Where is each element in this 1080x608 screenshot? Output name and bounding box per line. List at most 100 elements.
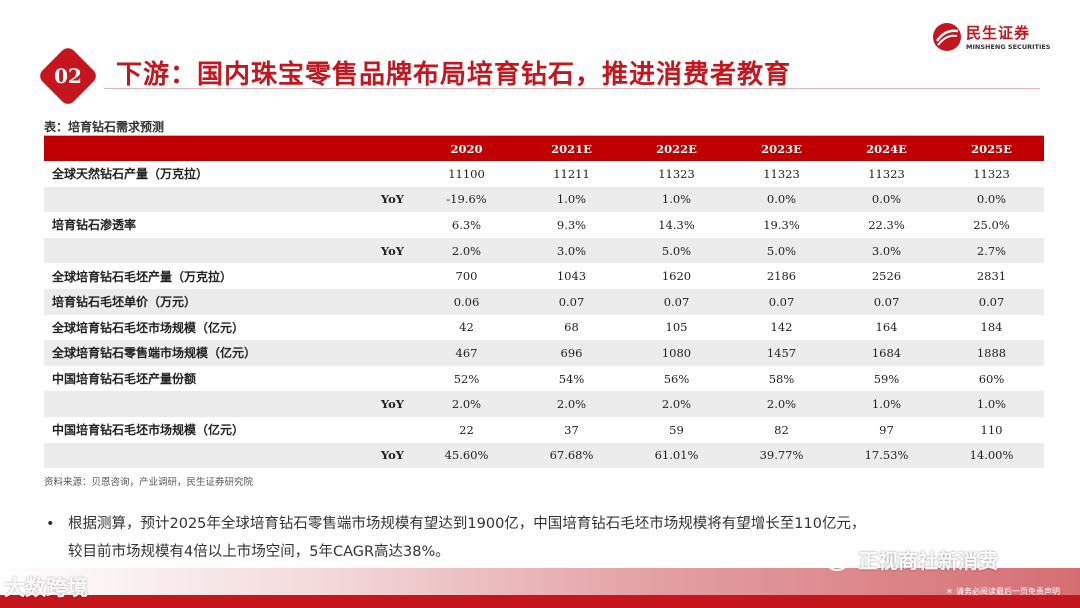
row-label: 培育钻石渗透率 bbox=[52, 218, 137, 233]
cell: 105 bbox=[665, 320, 688, 335]
table-row: YoY 45.60% 67.68% 61.01% 39.77% 17.53% 1… bbox=[44, 442, 1044, 469]
cell: 1.0% bbox=[939, 391, 1044, 417]
cell: 1888 bbox=[939, 340, 1044, 366]
cell: 1.0% bbox=[834, 391, 939, 417]
cell: 2.7% bbox=[939, 237, 1044, 264]
minsheng-logo-icon bbox=[933, 23, 961, 51]
cell: 2526 bbox=[871, 269, 902, 284]
wechat-icon bbox=[813, 545, 848, 571]
cell: 467 bbox=[414, 340, 519, 366]
cell: 14.3% bbox=[658, 217, 695, 232]
cell: 9.3% bbox=[556, 217, 587, 232]
cell: 0.0% bbox=[834, 186, 939, 213]
header-cell: 2023E bbox=[729, 136, 834, 161]
cell: 5.0% bbox=[624, 237, 729, 264]
header-cell: 2020 bbox=[414, 136, 519, 161]
table-row: 中国培育钻石毛坯产量份额 52% 54% 56% 58% 59% 60% bbox=[44, 366, 1044, 392]
header-cell: 2022E bbox=[624, 136, 729, 161]
cell: 22 bbox=[459, 422, 474, 437]
cell: 19.3% bbox=[763, 217, 800, 232]
cell: 59% bbox=[873, 371, 900, 386]
brand-logo: 民生证券 MINSHENG SECURITIES bbox=[932, 22, 1052, 56]
cell: 42 bbox=[459, 320, 474, 335]
table-source: 资料来源：贝恩咨询，产业调研，民生证券研究院 bbox=[44, 477, 254, 488]
cell: 2.0% bbox=[414, 237, 519, 264]
cell: 1620 bbox=[661, 269, 692, 284]
page-title: 下游：国内珠宝零售品牌布局培育钻石，推进消费者教育 bbox=[116, 60, 792, 90]
row-label: YoY bbox=[44, 442, 414, 469]
cell: 2.0% bbox=[729, 391, 834, 417]
cell: 1.0% bbox=[624, 186, 729, 213]
cell: 142 bbox=[770, 320, 793, 335]
bullet-line: 根据测算，预计2025年全球培育钻石零售端市场规模有望达到1900亿，中国培育钻… bbox=[68, 516, 866, 532]
logo-name-cn: 民生证券 bbox=[966, 24, 1031, 42]
row-label: 全球天然钻石产量（万克拉） bbox=[52, 167, 209, 182]
cell: 11323 bbox=[973, 166, 1010, 181]
cell: 97 bbox=[879, 422, 894, 437]
cell: 696 bbox=[519, 340, 624, 366]
footer-bar bbox=[0, 595, 1080, 608]
row-label: 全球培育钻石毛坯市场规模（亿元） bbox=[52, 320, 245, 335]
header-cell: 2024E bbox=[834, 136, 939, 161]
cell: 56% bbox=[663, 371, 690, 386]
row-label: 中国培育钻石毛坯产量份额 bbox=[52, 372, 197, 387]
cell: 61.01% bbox=[624, 442, 729, 469]
cell: 11211 bbox=[553, 166, 590, 181]
row-label: 全球培育钻石毛坯产量（万克拉） bbox=[52, 269, 233, 284]
cell: 1043 bbox=[556, 269, 587, 284]
forecast-table: 2020 2021E 2022E 2023E 2024E 2025E 全球天然钻… bbox=[44, 136, 1044, 469]
cell: 2186 bbox=[766, 269, 797, 284]
cell: 0.0% bbox=[939, 186, 1044, 213]
table-row: 培育钻石毛坯单价（万元） 0.06 0.07 0.07 0.07 0.07 0.… bbox=[44, 288, 1044, 315]
cell: 700 bbox=[455, 269, 478, 284]
table-row: 全球培育钻石零售端市场规模（亿元） 467 696 1080 1457 1684… bbox=[44, 340, 1044, 366]
cell: 68 bbox=[564, 320, 579, 335]
cell: 1080 bbox=[624, 340, 729, 366]
watermark-right-text: 正视商社新消费 bbox=[858, 548, 998, 573]
cell: 0.07 bbox=[519, 288, 624, 315]
cell: 0.0% bbox=[729, 186, 834, 213]
cell: 1457 bbox=[729, 340, 834, 366]
table-row: YoY 2.0% 2.0% 2.0% 2.0% 1.0% 1.0% bbox=[44, 391, 1044, 417]
cell: 25.0% bbox=[973, 217, 1010, 232]
table-row: 培育钻石渗透率 6.3% 9.3% 14.3% 19.3% 22.3% 25.0… bbox=[44, 212, 1044, 238]
row-label: YoY bbox=[44, 186, 414, 213]
cell: 0.07 bbox=[939, 288, 1044, 315]
table-row: 中国培育钻石毛坯市场规模（亿元） 22 37 59 82 97 110 bbox=[44, 417, 1044, 443]
section-number: 02 bbox=[54, 64, 82, 88]
cell: 14.00% bbox=[939, 442, 1044, 469]
cell: 11323 bbox=[868, 166, 905, 181]
cell: 6.3% bbox=[451, 217, 482, 232]
cell: 37 bbox=[564, 422, 579, 437]
header-cell: 2025E bbox=[939, 136, 1044, 161]
table-row: YoY -19.6% 1.0% 1.0% 0.0% 0.0% 0.0% bbox=[44, 186, 1044, 213]
table-row: YoY 2.0% 3.0% 5.0% 5.0% 3.0% 2.7% bbox=[44, 237, 1044, 264]
cell: 39.77% bbox=[729, 442, 834, 469]
bullet-text: 根据测算，预计2025年全球培育钻石零售端市场规模有望达到1900亿，中国培育钻… bbox=[68, 510, 1068, 566]
row-label: YoY bbox=[44, 391, 414, 417]
title-divider bbox=[104, 88, 1040, 89]
cell: 1.0% bbox=[519, 186, 624, 213]
bullet-marker: • bbox=[46, 516, 55, 532]
footer-label: 证券研究报告 bbox=[40, 587, 82, 595]
cell: 11100 bbox=[448, 166, 485, 181]
table-caption: 表：培育钻石需求预测 bbox=[44, 120, 165, 134]
cell: -19.6% bbox=[414, 186, 519, 213]
cell: 59 bbox=[669, 422, 684, 437]
watermark-left: 大数跨境 bbox=[4, 576, 88, 600]
footer-disclaimer: ＊ 请务必阅读最后一页免责声明 bbox=[945, 587, 1060, 596]
cell: 17.53% bbox=[834, 442, 939, 469]
cell: 54% bbox=[558, 371, 585, 386]
cell: 82 bbox=[774, 422, 789, 437]
cell: 0.07 bbox=[624, 288, 729, 315]
table-row: 全球培育钻石毛坯产量（万克拉） 700 1043 1620 2186 2526 … bbox=[44, 263, 1044, 289]
cell: 11323 bbox=[658, 166, 695, 181]
cell: 22.3% bbox=[868, 217, 905, 232]
logo-name-en: MINSHENG SECURITIES bbox=[966, 43, 1051, 51]
cell: 2.0% bbox=[624, 391, 729, 417]
cell: 184 bbox=[980, 320, 1003, 335]
cell: 67.68% bbox=[519, 442, 624, 469]
cell: 11323 bbox=[763, 166, 800, 181]
row-label: 培育钻石毛坯单价（万元） bbox=[44, 288, 414, 315]
cell: 2.0% bbox=[519, 391, 624, 417]
